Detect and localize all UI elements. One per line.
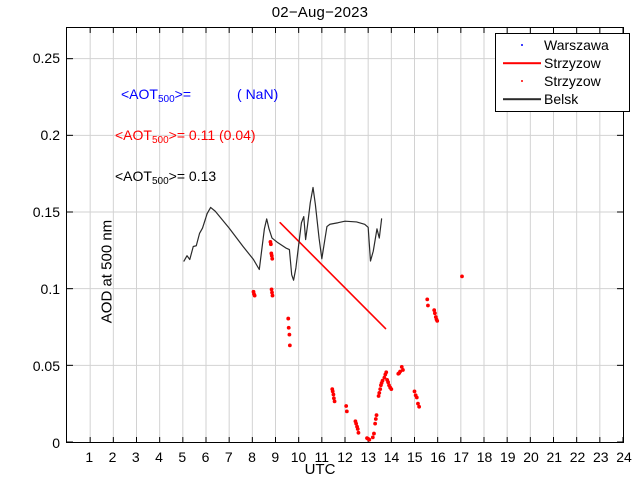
- annotation-strzyzow-mean: <AOT500>= 0.11 (0.04): [115, 127, 256, 146]
- x-tick-label: 15: [406, 449, 423, 465]
- annotation-warszawa-mean: <AOT500>= ( NaN): [121, 86, 278, 105]
- annot-prefix: <AOT: [121, 86, 158, 102]
- y-tick-label: 0.1: [40, 280, 60, 297]
- annot-sub: 500: [157, 94, 175, 105]
- x-tick-label: 1: [85, 449, 94, 465]
- legend-item-strzyzow-1[interactable]: Strzyzow: [496, 54, 629, 72]
- y-tick-label: 0: [52, 435, 60, 451]
- x-tick-label: 2: [108, 449, 117, 465]
- legend-line-icon: [500, 91, 544, 107]
- chart-legend: Warszawa Strzyzow Strzyzow Belsk: [495, 33, 630, 112]
- legend-item-belsk-3[interactable]: Belsk: [496, 90, 629, 108]
- x-tick-label: 7: [224, 449, 233, 465]
- x-tick-label: 17: [453, 449, 470, 465]
- y-tick-label: 0.2: [40, 126, 60, 143]
- x-tick-label: 4: [155, 449, 163, 465]
- annot-prefix: <AOT: [115, 127, 152, 143]
- x-tick-label: 22: [569, 449, 586, 465]
- x-tick-label: 21: [546, 449, 563, 465]
- annot-value: ( NaN): [237, 86, 279, 102]
- legend-dot-icon: [500, 73, 544, 89]
- annot-value: 0.11 (0.04): [188, 127, 256, 143]
- x-tick-label: 18: [476, 449, 493, 465]
- legend-label: Strzyzow: [544, 55, 601, 71]
- data-layer: [183, 186, 464, 442]
- legend-item-strzyzow-2[interactable]: Strzyzow: [496, 72, 629, 90]
- x-tick-label: 3: [131, 449, 140, 465]
- legend-label: Belsk: [544, 91, 579, 107]
- legend-item-warszawa-0[interactable]: Warszawa: [496, 36, 629, 54]
- x-tick-label: 10: [290, 449, 307, 465]
- y-tick-label: 0.05: [32, 357, 60, 374]
- chart-title: 02−Aug−2023: [271, 4, 369, 21]
- x-tick-label: 11: [314, 449, 330, 465]
- x-axis-title: UTC: [304, 461, 336, 478]
- annot-mid: >=: [174, 86, 192, 102]
- x-tick-label: 14: [383, 449, 400, 465]
- legend-label: Strzyzow: [544, 73, 601, 89]
- x-tick-label: 6: [201, 449, 210, 465]
- x-tick-label: 5: [178, 449, 187, 465]
- x-tick-label: 13: [360, 449, 377, 465]
- annotation-belsk-mean: <AOT500>= 0.13: [115, 168, 216, 187]
- x-tick-label: 19: [499, 449, 516, 465]
- x-tick-label: 16: [430, 449, 446, 465]
- legend-line-icon: [500, 55, 544, 71]
- legend-dot-icon: [500, 37, 544, 53]
- annot-mid: >=: [168, 168, 186, 184]
- x-tick-label: 12: [337, 449, 353, 465]
- legend-label: Warszawa: [544, 37, 609, 53]
- annot-value: 0.13: [188, 168, 217, 184]
- x-tick-label: 20: [523, 449, 539, 465]
- y-tick-label: 0.25: [32, 49, 60, 66]
- x-tick-label: 9: [271, 449, 280, 465]
- x-tick-label: 8: [248, 449, 256, 465]
- annot-sub: 500: [151, 176, 169, 187]
- x-tick-label: 24: [616, 449, 632, 465]
- y-tick-label: 0.15: [32, 203, 60, 220]
- annot-prefix: <AOT: [115, 168, 152, 184]
- annot-mid: >=: [168, 127, 186, 143]
- y-axis-title: AOD at 500 nm: [98, 219, 116, 324]
- x-tick-label: 23: [592, 449, 609, 465]
- annot-sub: 500: [151, 135, 169, 146]
